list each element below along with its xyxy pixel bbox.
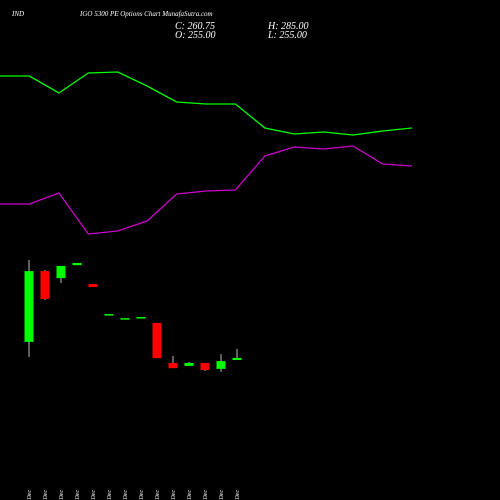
x-tick-label: 08 Dec — [27, 490, 33, 500]
x-tick-label: 23 Dec — [203, 490, 209, 500]
candle-body — [168, 362, 178, 369]
candle-body — [184, 362, 194, 366]
candle-body — [200, 362, 210, 370]
x-tick-label: 22 Dec — [187, 490, 193, 500]
x-tick-label: 11 Dec — [75, 490, 81, 500]
x-tick-label: 18 Dec — [155, 490, 161, 500]
readout-close: C: 260.75 — [175, 21, 215, 32]
x-tick-label: 17 Dec — [139, 490, 145, 500]
chart-title: IGO 5300 PE Options Chart MunafaSutra.co… — [79, 10, 213, 18]
candle-body — [72, 262, 82, 266]
candle-body — [24, 271, 34, 342]
x-tick-label: 12 Dec — [91, 490, 97, 500]
x-tick-label: 09 Dec — [43, 490, 49, 500]
x-tick-label: 16 Dec — [123, 490, 129, 500]
candle-body — [88, 284, 98, 288]
x-tick-label: 10 Dec — [59, 490, 65, 500]
candle-body — [232, 357, 242, 360]
candle-body — [40, 271, 50, 299]
x-tick-label: 15 Dec — [107, 490, 113, 500]
readout-low: L: 255.00 — [267, 30, 307, 41]
readout-high: H: 285.00 — [267, 21, 309, 32]
x-tick-label: 24 Dec — [218, 490, 225, 500]
readout-open: O: 255.00 — [175, 30, 216, 41]
candle-body — [216, 361, 226, 369]
indicator-line — [0, 145, 413, 235]
candle-body — [56, 265, 66, 279]
x-tick-label: 26 Dec — [235, 490, 241, 500]
x-tick-label: 19 Dec — [171, 490, 177, 500]
indicator-line — [0, 71, 413, 136]
candle-body — [120, 318, 130, 320]
candle-body — [152, 322, 162, 359]
chart-title-left: IND — [11, 10, 24, 18]
candle-body — [104, 314, 114, 316]
candle-body — [136, 317, 146, 319]
